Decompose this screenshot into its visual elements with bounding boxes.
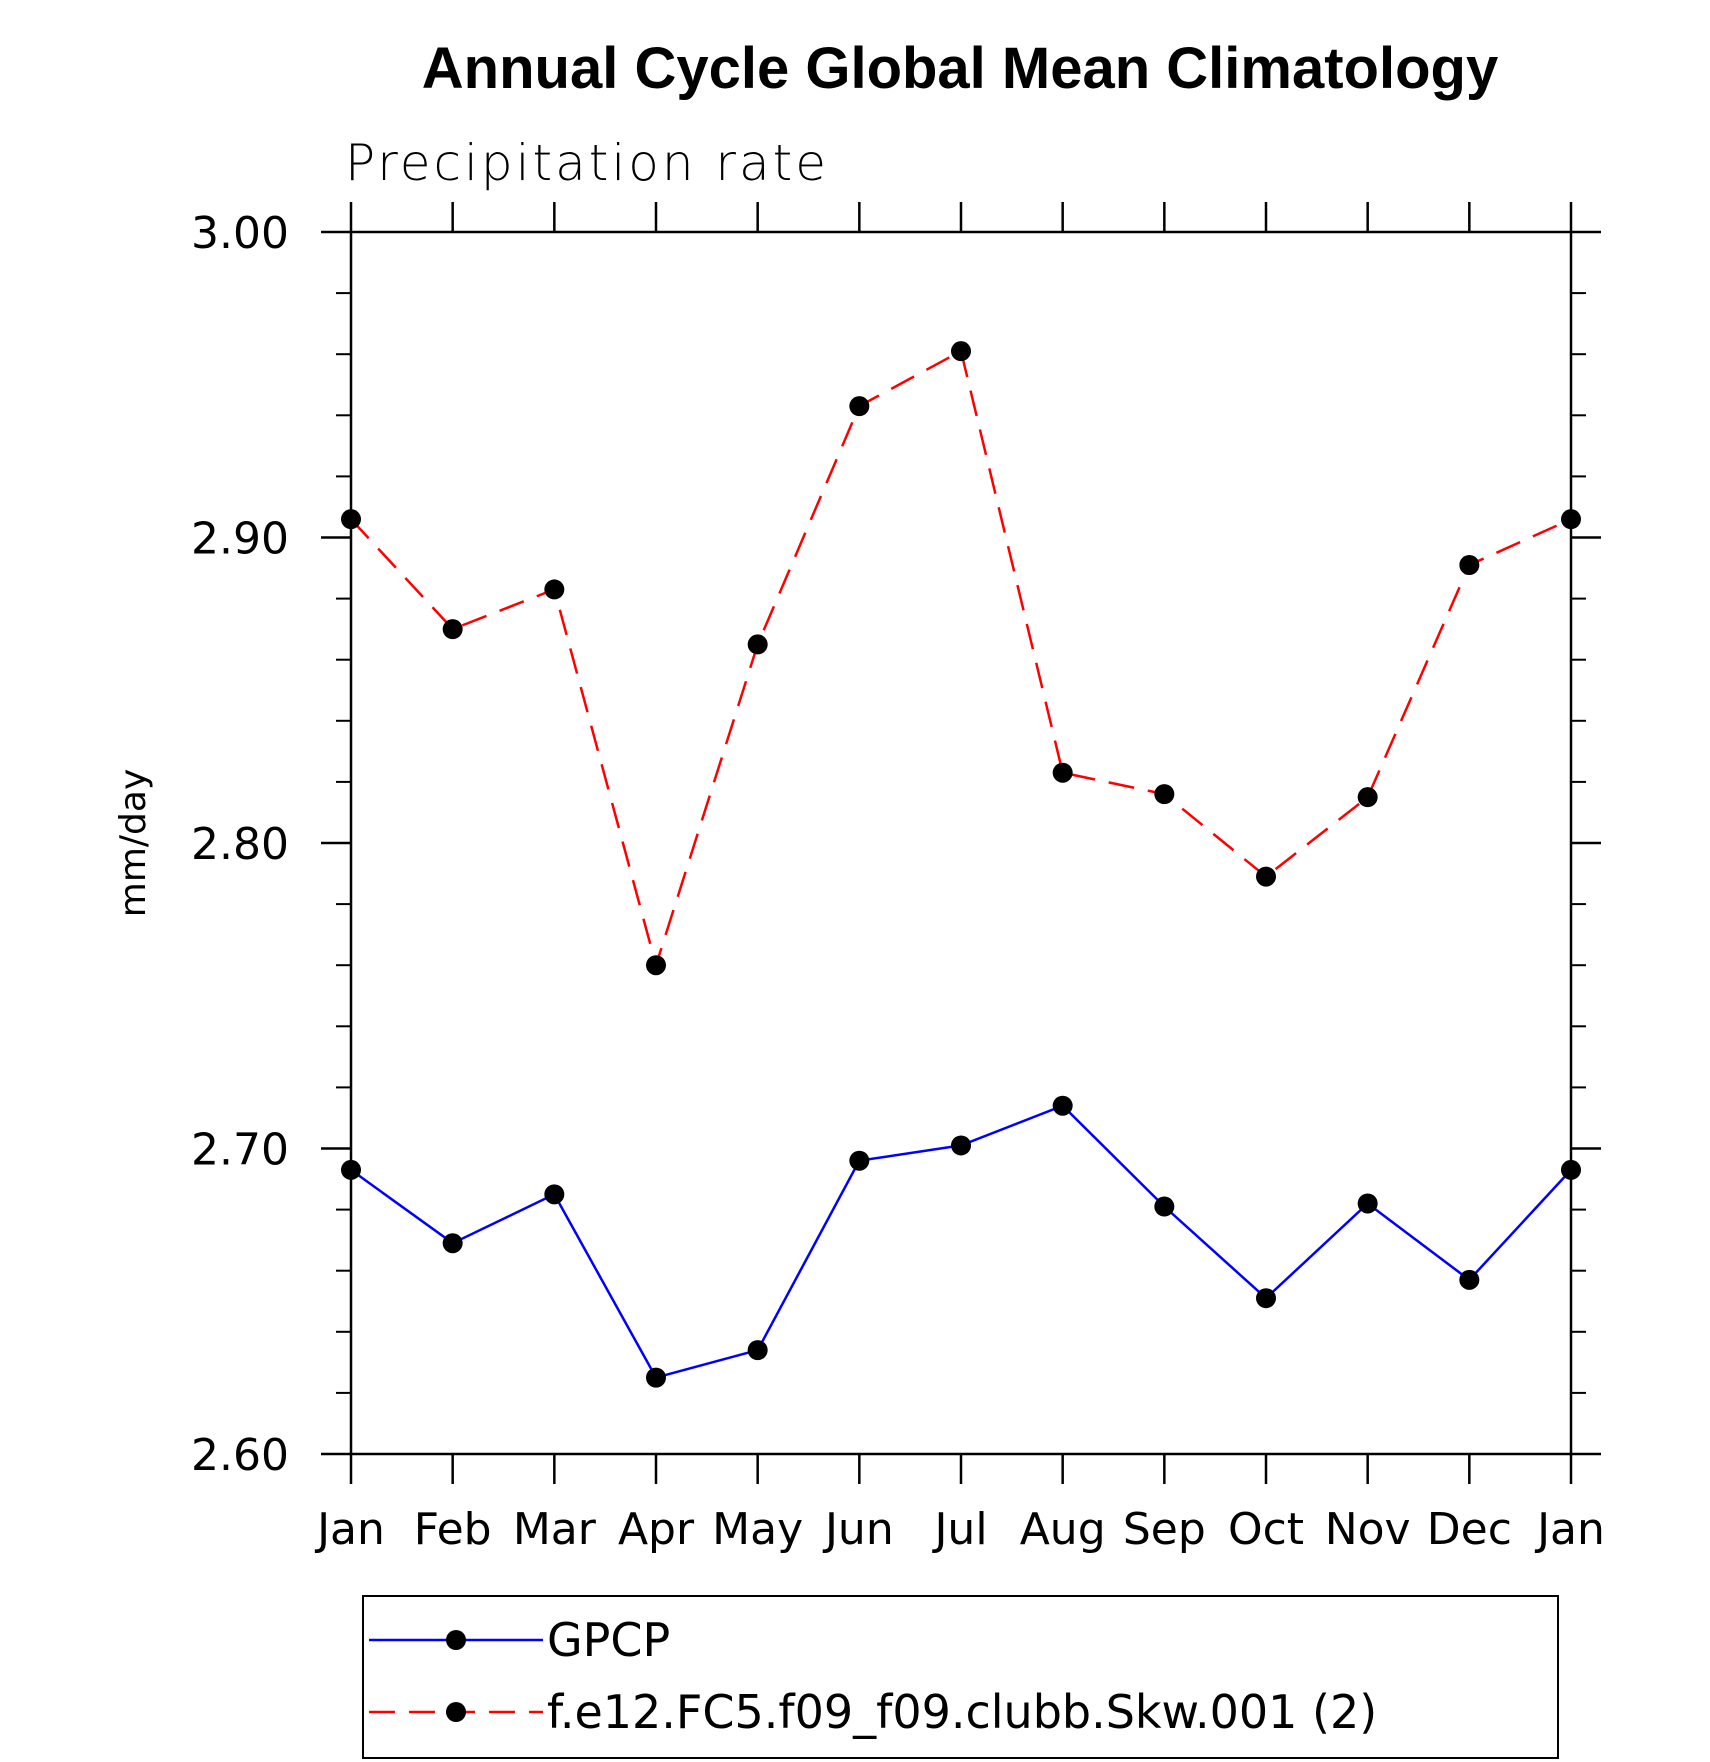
tick-labels: Jan Feb Mar Apr May Jun Jul Aug Sep Oct Nov Dec Jan 2… (191, 208, 1605, 1555)
y-tick-label: 2.90 (191, 514, 289, 565)
y-tick-label: 2.60 (191, 1430, 289, 1481)
chart-subtitle: Precipitation rate (345, 134, 829, 192)
series-layer (341, 341, 1581, 1388)
data-point (1357, 787, 1378, 808)
data-point (1459, 1269, 1480, 1290)
x-tick-label: Jun (822, 1504, 894, 1555)
data-point (544, 579, 565, 600)
data-point (951, 1135, 971, 1156)
data-point (1256, 1288, 1276, 1309)
x-tick-label: Dec (1427, 1504, 1512, 1555)
legend-marker-gpcp (446, 1630, 466, 1650)
legend: GPCP f.e12.FC5.f09_f09.clubb.Skw.001 (2) (362, 1595, 1559, 1759)
data-point (1561, 509, 1581, 530)
x-tick-label: May (712, 1504, 803, 1555)
data-point (951, 341, 971, 362)
x-tick-label: Aug (1020, 1504, 1106, 1555)
x-tick-label: Jan (1534, 1504, 1605, 1555)
x-tick-label: Nov (1325, 1504, 1411, 1555)
data-point (1052, 762, 1073, 783)
data-point (1459, 554, 1480, 575)
legend-box (362, 1595, 1559, 1759)
plot-frame (349, 230, 1573, 1456)
x-tick-label: Jan (314, 1504, 385, 1555)
chart-title: Annual Cycle Global Mean Climatology (422, 36, 1498, 101)
plot-border (349, 230, 1573, 1456)
legend-label-gpcp: GPCP (547, 1613, 670, 1667)
x-tick-label: Oct (1228, 1504, 1304, 1555)
data-point (1357, 1193, 1378, 1214)
data-point (1154, 784, 1175, 805)
x-tick-label: Mar (513, 1504, 597, 1555)
data-point (341, 509, 361, 530)
data-point (1154, 1196, 1175, 1217)
data-point (1256, 866, 1276, 887)
legend-label-model: f.e12.FC5.f09_f09.clubb.Skw.001 (2) (547, 1685, 1377, 1739)
y-tick-label: 2.70 (191, 1125, 289, 1176)
data-point (442, 1233, 463, 1254)
data-point (1561, 1159, 1581, 1180)
data-point (849, 396, 870, 417)
data-point (747, 634, 768, 655)
data-point (1052, 1095, 1073, 1116)
x-tick-label: Apr (618, 1504, 695, 1555)
x-tick-label: Feb (414, 1504, 492, 1555)
x-tick-label: Jul (931, 1504, 987, 1555)
data-point (646, 955, 666, 976)
y-tick-label: 3.00 (191, 208, 289, 259)
data-point (544, 1184, 565, 1205)
axis-ticks (321, 202, 1601, 1484)
data-point (646, 1367, 666, 1388)
data-point (341, 1159, 361, 1180)
y-tick-label: 2.80 (191, 819, 289, 870)
y-axis-label: mm/day (113, 769, 154, 917)
data-point (849, 1150, 870, 1171)
series-line-1 (350, 349, 1572, 970)
legend-marker-model (446, 1702, 466, 1722)
data-point (747, 1340, 768, 1361)
data-point (442, 619, 463, 640)
x-tick-label: Sep (1123, 1504, 1206, 1555)
